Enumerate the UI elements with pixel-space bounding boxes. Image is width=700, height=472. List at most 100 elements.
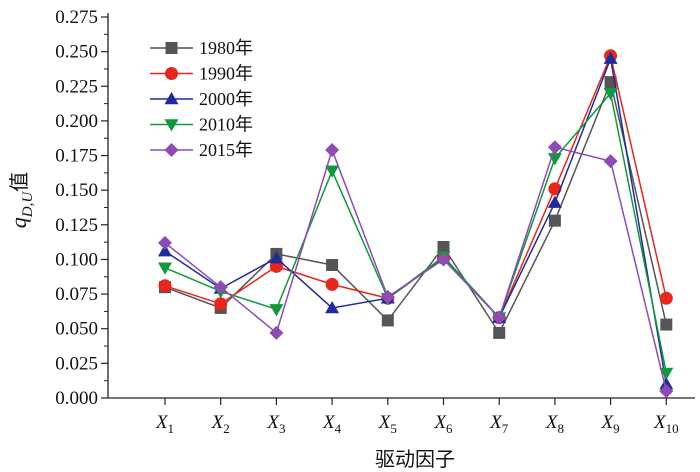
x-tick-label: X6 [433, 412, 453, 436]
data-point [660, 318, 673, 331]
data-point [492, 310, 507, 325]
data-point [158, 262, 172, 275]
y-axis-title: qD,U值 [6, 172, 36, 228]
y-axis-ticks: 0.000 0.025 0.050 0.075 0.100 0.125 0.150 0.175… [55, 7, 108, 409]
y-tick-label: 0.075 [55, 284, 98, 305]
legend-item: 1980年 [150, 38, 253, 58]
legend-item: 2015年 [150, 140, 253, 160]
x-tick-label-base: X [211, 412, 225, 433]
x-tick-label-base: X [653, 412, 667, 433]
data-point [214, 297, 228, 311]
data-point [325, 277, 339, 291]
data-point [269, 251, 284, 264]
x-tick-label-base: X [433, 412, 447, 433]
legend-marker [165, 67, 178, 80]
x-tick-label: X10 [653, 412, 679, 436]
data-point [436, 252, 451, 267]
data-point [547, 140, 562, 155]
data-point [213, 280, 228, 295]
data-point [269, 304, 284, 317]
y-tick-label: 0.125 [55, 215, 98, 236]
x-axis-title: 驱动因子 [375, 447, 455, 471]
y-tick-label: 0.175 [55, 146, 98, 167]
data-point [325, 143, 340, 158]
x-tick-label: X1 [155, 412, 174, 436]
data-point [325, 300, 340, 314]
legend: 1980年 1990年 2000年 2010年 2015年 [150, 38, 253, 160]
x-tick-label-base: X [489, 412, 503, 433]
data-point [659, 377, 674, 390]
y-tick-label: 0.050 [55, 319, 98, 340]
data-point [659, 291, 673, 305]
legend-label: 2010年 [199, 115, 253, 135]
x-tick-label-sub: 4 [335, 421, 342, 436]
legend-label: 2000年 [199, 89, 253, 109]
data-point [603, 87, 618, 101]
series-line [164, 79, 668, 335]
x-tick-label-sub: 5 [390, 421, 397, 436]
data-point [548, 182, 562, 196]
data-point [659, 384, 674, 399]
x-tick-label-base: X [378, 412, 392, 433]
legend-marker [164, 119, 179, 132]
x-tick-label: X3 [266, 412, 285, 436]
legend-label: 1980年 [199, 38, 253, 58]
x-tick-label-sub: 2 [223, 421, 230, 436]
x-tick-label: X4 [322, 412, 342, 436]
data-point [548, 214, 561, 227]
data-point [603, 154, 618, 169]
x-tick-label: X2 [211, 412, 230, 436]
y-tick-label: 0.200 [55, 111, 98, 132]
y-tick-label: 0.225 [55, 76, 98, 97]
x-tick-label-sub: 6 [446, 421, 453, 436]
x-tick-label-base: X [601, 412, 615, 433]
series-line [164, 146, 668, 392]
legend-item: 2010年 [150, 115, 253, 135]
data-point [326, 258, 339, 271]
x-tick-label: X7 [489, 412, 509, 436]
y-tick-label: 0.150 [55, 180, 98, 201]
x-tick-label-sub: 7 [502, 421, 509, 436]
x-tick-label: X8 [545, 412, 564, 436]
y-tick-label: 0.250 [55, 42, 98, 63]
x-tick-label: X9 [601, 412, 620, 436]
series-group [158, 49, 674, 399]
data-point [158, 244, 172, 257]
legend-item: 2000年 [150, 89, 253, 109]
y-axis-title-q: q [6, 217, 31, 228]
x-tick-label-base: X [545, 412, 559, 433]
data-point [381, 314, 394, 327]
x-tick-label-sub: 9 [613, 421, 620, 436]
x-tick-label: X5 [378, 412, 397, 436]
data-point [437, 240, 450, 253]
data-point [158, 279, 172, 293]
legend-item: 1990年 [150, 64, 253, 84]
x-tick-label-base: X [322, 412, 336, 433]
y-tick-label: 0.275 [55, 7, 98, 28]
x-tick-label-base: X [266, 412, 280, 433]
legend-label: 2015年 [199, 140, 253, 160]
data-point [269, 325, 284, 340]
axes [107, 13, 695, 399]
data-point [380, 289, 395, 304]
x-tick-label-sub: 1 [168, 421, 175, 436]
series [158, 140, 674, 399]
legend-marker [164, 143, 179, 157]
x-tick-label-sub: 3 [279, 421, 286, 436]
y-axis-title-suffix: 值 [7, 172, 31, 192]
data-point [547, 195, 562, 208]
legend-marker [165, 42, 178, 54]
x-tick-label-sub: 8 [557, 421, 564, 436]
data-point [158, 235, 172, 250]
y-axis-title-sub: D,U [20, 191, 36, 219]
x-tick-label-sub: 10 [666, 421, 679, 436]
legend-marker [164, 92, 179, 105]
data-point [603, 51, 618, 64]
series-line [164, 91, 668, 374]
data-point [493, 326, 506, 339]
x-axis-ticks: X1 X2 X3 X4 X5 X6 X7 X8 X9 X10 [155, 398, 679, 436]
data-point [659, 367, 674, 381]
data-point [325, 165, 340, 178]
